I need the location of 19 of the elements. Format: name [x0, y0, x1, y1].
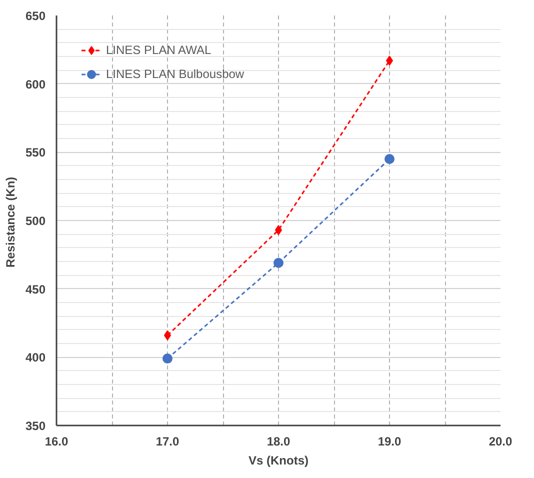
y-tick-label: 400 — [25, 350, 46, 365]
y-axis-title: Resistance (Kn) — [3, 176, 18, 268]
x-tick-label: 19.0 — [378, 434, 402, 448]
legend-label: LINES PLAN Bulbousbow — [106, 67, 244, 81]
x-tick-label: 17.0 — [156, 434, 180, 448]
y-tick-label: 650 — [25, 9, 46, 23]
y-tick-label: 550 — [25, 146, 46, 160]
y-tick-label: 350 — [25, 419, 46, 433]
point — [274, 258, 284, 268]
y-tick-label: 500 — [25, 214, 46, 228]
x-tick-label: 16.0 — [44, 434, 69, 448]
x-tick-label: 20.0 — [488, 434, 513, 448]
point — [162, 354, 172, 364]
x-axis-title: Vs (Knots) — [248, 454, 309, 468]
legend-label: LINES PLAN AWAL — [106, 43, 212, 57]
y-tick-label: 450 — [25, 282, 46, 296]
y-tick-label: 600 — [25, 77, 46, 92]
point — [384, 154, 394, 164]
x-tick-label: 18.0 — [266, 434, 291, 448]
